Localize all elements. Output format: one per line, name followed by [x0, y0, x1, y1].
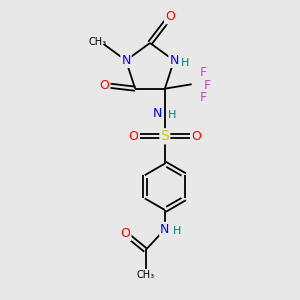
Text: O: O: [100, 79, 110, 92]
Text: H: H: [181, 58, 190, 68]
Text: N: N: [160, 223, 170, 236]
Text: O: O: [128, 130, 138, 143]
Text: S: S: [160, 129, 169, 143]
Text: CH₃: CH₃: [89, 37, 107, 47]
Text: F: F: [204, 79, 211, 92]
Text: O: O: [192, 130, 202, 143]
Text: F: F: [199, 91, 206, 104]
Text: N: N: [169, 54, 179, 67]
Text: F: F: [200, 67, 207, 80]
Text: O: O: [121, 227, 130, 240]
Text: O: O: [165, 10, 175, 23]
Text: N: N: [121, 54, 131, 67]
Text: CH₃: CH₃: [136, 270, 154, 280]
Text: N: N: [153, 107, 162, 121]
Text: H: H: [168, 110, 176, 121]
Text: H: H: [172, 226, 181, 236]
